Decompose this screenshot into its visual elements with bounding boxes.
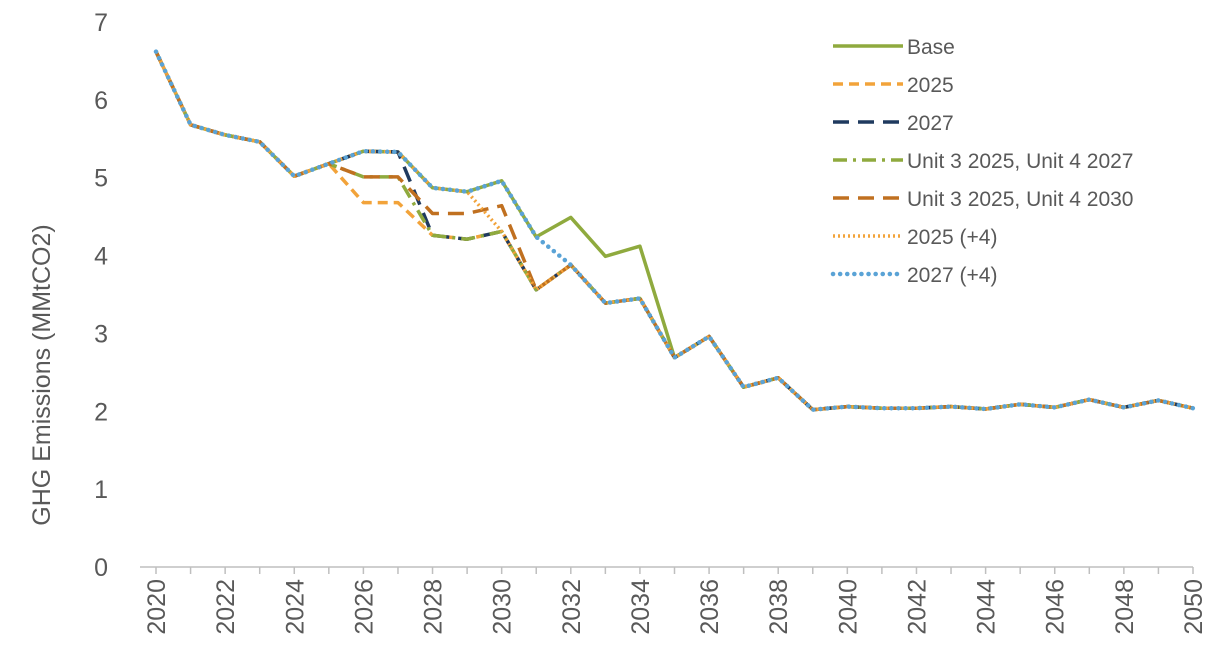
x-tick-label: 2038 bbox=[765, 579, 793, 635]
x-tick-label: 2044 bbox=[973, 579, 1001, 635]
x-tick-label: 2048 bbox=[1111, 579, 1139, 635]
legend-label-2: 2027 bbox=[907, 112, 954, 135]
y-tick-label: 1 bbox=[94, 476, 108, 504]
x-axis-tick-labels: 2020 2022 2024 2026 2028 2030 2032 2034 2036 2038… bbox=[143, 579, 1208, 635]
x-tick-label: 2024 bbox=[281, 579, 309, 635]
y-axis-tick-labels: 0 1 2 3 4 5 6 7 bbox=[94, 9, 108, 582]
x-tick-label: 2032 bbox=[558, 579, 586, 635]
y-tick-label: 2 bbox=[94, 398, 108, 426]
y-tick-label: 0 bbox=[94, 554, 108, 582]
x-tick-label: 2050 bbox=[1180, 579, 1208, 635]
legend-label-1: 2025 bbox=[907, 74, 954, 97]
legend-label-0: Base bbox=[907, 36, 955, 59]
x-tick-label: 2040 bbox=[834, 579, 862, 635]
legend-label-3: Unit 3 2025, Unit 4 2027 bbox=[907, 150, 1134, 173]
legend-label-4: Unit 3 2025, Unit 4 2030 bbox=[907, 188, 1134, 211]
x-tick-label: 2022 bbox=[212, 579, 240, 635]
legend: Base 2025 2027 Unit 3 2025, Unit 4 2027 Unit… bbox=[830, 36, 1134, 287]
x-tick-label: 2034 bbox=[627, 579, 655, 635]
x-tick-label: 2026 bbox=[350, 579, 378, 635]
x-tick-label: 2020 bbox=[143, 579, 171, 635]
series-line-6 bbox=[153, 49, 1196, 412]
x-tick-label: 2028 bbox=[420, 579, 448, 635]
legend-label-5: 2025 (+4) bbox=[907, 226, 997, 249]
y-axis-title: GHG Emissions (MMtCO2) bbox=[28, 224, 56, 525]
series-lines bbox=[153, 49, 1196, 412]
y-tick-label: 6 bbox=[94, 87, 108, 115]
legend-label-6: 2027 (+4) bbox=[907, 264, 997, 287]
x-tick-label: 2036 bbox=[696, 579, 724, 635]
y-tick-label: 3 bbox=[94, 320, 108, 348]
y-tick-label: 7 bbox=[94, 9, 108, 37]
x-tick-label: 2046 bbox=[1042, 579, 1070, 635]
x-axis bbox=[140, 566, 1194, 574]
y-tick-label: 4 bbox=[94, 243, 108, 271]
x-tick-label: 2042 bbox=[903, 579, 931, 635]
x-tick-label: 2030 bbox=[489, 579, 517, 635]
y-tick-label: 5 bbox=[94, 165, 108, 193]
